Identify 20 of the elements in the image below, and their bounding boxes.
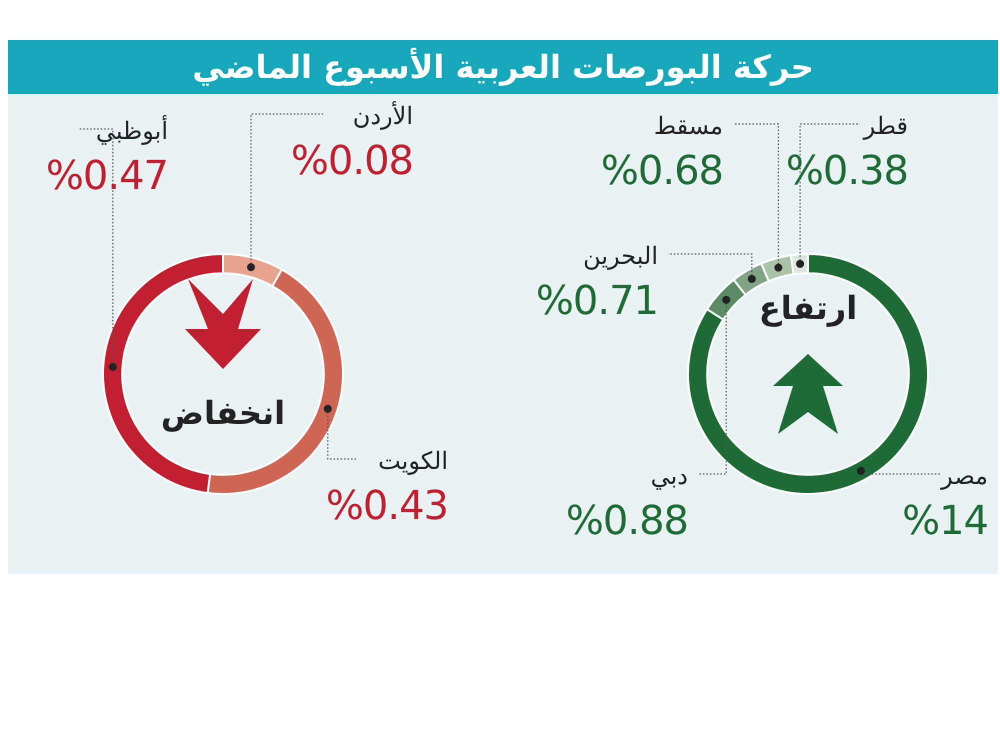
slice-label: مصر bbox=[940, 462, 988, 490]
donut-slice bbox=[687, 253, 929, 495]
data-label: %0.88 bbox=[566, 498, 688, 544]
slice-label: مسقط bbox=[654, 112, 723, 140]
data-label: %0.71 bbox=[536, 278, 658, 324]
data-label: %0.47 bbox=[46, 153, 168, 199]
data-label: %0.08 bbox=[290, 138, 413, 184]
data-label: %14 bbox=[902, 498, 988, 544]
slice-label: البحرين bbox=[583, 242, 658, 270]
data-label: %0.68 bbox=[600, 148, 723, 194]
slice-label: الكويت bbox=[378, 447, 448, 475]
chart-title: حركة البورصات العربية الأسبوع الماضي bbox=[8, 40, 998, 94]
text: ارتفاع bbox=[758, 289, 858, 327]
slice-label: دبي bbox=[650, 462, 688, 490]
data-label: %0.38 bbox=[786, 148, 908, 194]
slice-label: الأردن bbox=[352, 101, 413, 130]
text: انخفاض bbox=[160, 394, 286, 432]
slice-label: قطر bbox=[862, 112, 908, 140]
data-label: %0.43 bbox=[326, 483, 448, 529]
slice-label: أبوظبي bbox=[96, 115, 168, 145]
